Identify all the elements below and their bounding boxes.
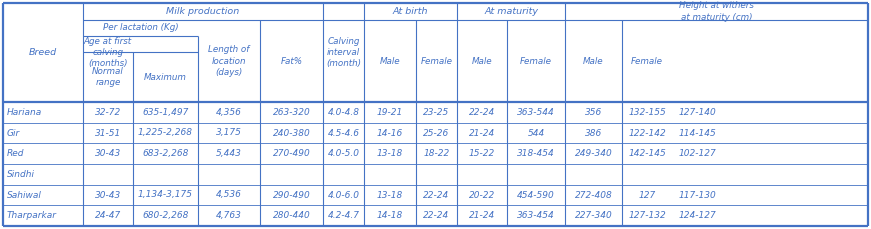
Text: 1,134-3,175: 1,134-3,175 — [138, 191, 193, 199]
Text: 31-51: 31-51 — [95, 128, 121, 137]
Text: Hariana: Hariana — [7, 108, 43, 117]
Text: 454-590: 454-590 — [517, 191, 555, 199]
Text: 13-18: 13-18 — [377, 191, 403, 199]
Text: Calving
interval
(month): Calving interval (month) — [326, 37, 361, 68]
Text: 102-127: 102-127 — [679, 149, 716, 158]
Text: 272-408: 272-408 — [575, 191, 612, 199]
Text: 4.0-4.8: 4.0-4.8 — [327, 108, 360, 117]
Text: 4.2-4.7: 4.2-4.7 — [327, 211, 360, 220]
Text: Per lactation (Kg): Per lactation (Kg) — [103, 24, 179, 33]
Text: 22-24: 22-24 — [423, 211, 449, 220]
Text: 23-25: 23-25 — [423, 108, 449, 117]
Text: 363-544: 363-544 — [517, 108, 555, 117]
Text: Normal
range: Normal range — [92, 67, 124, 87]
Text: 680-2,268: 680-2,268 — [142, 211, 189, 220]
Text: Maximum: Maximum — [144, 73, 187, 82]
Text: Age at first
calving
(months): Age at first calving (months) — [84, 37, 132, 68]
Text: Breed: Breed — [29, 48, 57, 57]
Text: 4,356: 4,356 — [216, 108, 242, 117]
Text: 683-2,268: 683-2,268 — [142, 149, 189, 158]
Text: 122-142: 122-142 — [628, 128, 665, 137]
Text: 22-24: 22-24 — [423, 191, 449, 199]
Text: 127: 127 — [638, 191, 656, 199]
Text: 19-21: 19-21 — [377, 108, 403, 117]
Text: Male: Male — [584, 57, 604, 65]
Text: 21-24: 21-24 — [469, 128, 495, 137]
Text: 4,763: 4,763 — [216, 211, 242, 220]
Text: 14-18: 14-18 — [377, 211, 403, 220]
Text: 356: 356 — [584, 108, 602, 117]
Text: Milk production: Milk production — [166, 7, 240, 16]
Text: 32-72: 32-72 — [95, 108, 121, 117]
Text: 635-1,497: 635-1,497 — [142, 108, 189, 117]
Text: Female: Female — [421, 57, 453, 65]
Text: 4.0-6.0: 4.0-6.0 — [327, 191, 360, 199]
Text: 15-22: 15-22 — [469, 149, 495, 158]
Text: 227-340: 227-340 — [575, 211, 612, 220]
Text: 318-454: 318-454 — [517, 149, 555, 158]
Text: Female: Female — [631, 57, 663, 65]
Text: 5,443: 5,443 — [216, 149, 242, 158]
Text: 4.5-4.6: 4.5-4.6 — [327, 128, 360, 137]
Text: At birth: At birth — [393, 7, 429, 16]
Text: Red: Red — [7, 149, 24, 158]
Text: 280-440: 280-440 — [273, 211, 310, 220]
Text: 142-145: 142-145 — [628, 149, 665, 158]
Text: 4,536: 4,536 — [216, 191, 242, 199]
Text: Fat%: Fat% — [280, 57, 302, 65]
Text: 249-340: 249-340 — [575, 149, 612, 158]
Text: 3,175: 3,175 — [216, 128, 242, 137]
Text: Height at withers
at maturity (cm): Height at withers at maturity (cm) — [679, 1, 754, 22]
Text: 240-380: 240-380 — [273, 128, 310, 137]
Text: 21-24: 21-24 — [469, 211, 495, 220]
Text: 24-47: 24-47 — [95, 211, 121, 220]
Text: 127-140: 127-140 — [679, 108, 716, 117]
Text: Male: Male — [472, 57, 492, 65]
Text: Sindhi: Sindhi — [7, 170, 35, 179]
Text: 124-127: 124-127 — [679, 211, 716, 220]
Text: 4.0-5.0: 4.0-5.0 — [327, 149, 360, 158]
Text: 363-454: 363-454 — [517, 211, 555, 220]
Text: 18-22: 18-22 — [423, 149, 449, 158]
Text: 263-320: 263-320 — [273, 108, 310, 117]
Text: 13-18: 13-18 — [377, 149, 403, 158]
Text: Female: Female — [520, 57, 552, 65]
Text: 270-490: 270-490 — [273, 149, 310, 158]
Text: Male: Male — [380, 57, 401, 65]
Text: 22-24: 22-24 — [469, 108, 495, 117]
Text: Tharparkar: Tharparkar — [7, 211, 57, 220]
Text: Length of
location
(days): Length of location (days) — [208, 45, 250, 76]
Text: Sahiwal: Sahiwal — [7, 191, 42, 199]
Text: 25-26: 25-26 — [423, 128, 449, 137]
Text: 290-490: 290-490 — [273, 191, 310, 199]
Text: 544: 544 — [527, 128, 544, 137]
Text: Gir: Gir — [7, 128, 20, 137]
Text: 1,225-2,268: 1,225-2,268 — [138, 128, 193, 137]
Text: 386: 386 — [584, 128, 602, 137]
Text: 20-22: 20-22 — [469, 191, 495, 199]
Text: At maturity: At maturity — [484, 7, 538, 16]
Text: 114-145: 114-145 — [679, 128, 716, 137]
Text: 30-43: 30-43 — [95, 149, 121, 158]
Text: 127-132: 127-132 — [628, 211, 665, 220]
Text: 117-130: 117-130 — [679, 191, 716, 199]
Text: 30-43: 30-43 — [95, 191, 121, 199]
Text: 14-16: 14-16 — [377, 128, 403, 137]
Text: 132-155: 132-155 — [628, 108, 665, 117]
